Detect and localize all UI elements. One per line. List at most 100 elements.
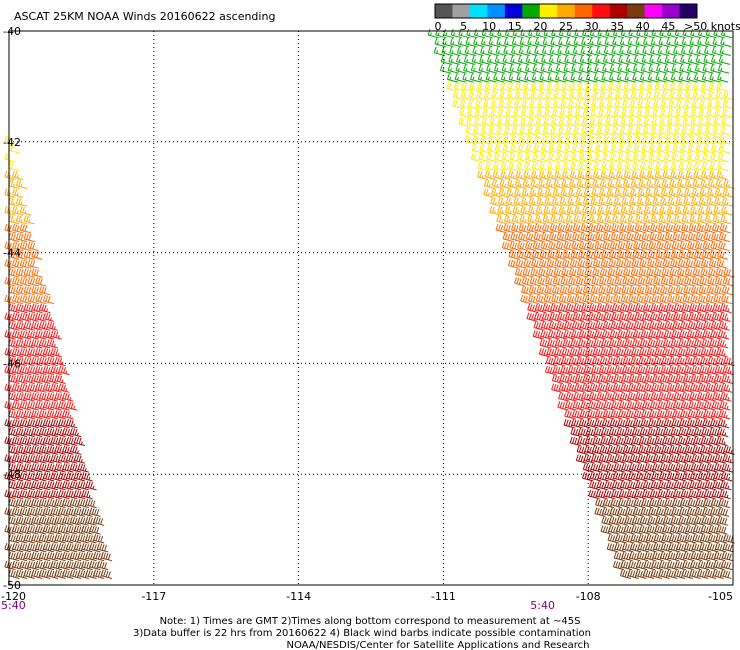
wind-barb bbox=[611, 489, 623, 500]
wind-barb bbox=[23, 498, 35, 509]
wind-barb bbox=[8, 339, 20, 349]
wind-barb bbox=[658, 569, 670, 579]
wind-barb bbox=[677, 259, 690, 269]
wind-barb bbox=[19, 472, 32, 482]
wind-barb bbox=[719, 312, 731, 322]
y-tick-labels: -40-42-44-46-48-50 bbox=[3, 25, 21, 592]
wind-barb bbox=[595, 312, 608, 322]
wind-barb bbox=[548, 232, 561, 243]
wind-barb bbox=[680, 410, 692, 420]
wind-barb bbox=[648, 418, 660, 429]
wind-barb bbox=[631, 82, 643, 92]
wind-barb bbox=[639, 170, 651, 181]
wind-barb bbox=[571, 152, 583, 163]
wind-barb bbox=[62, 410, 74, 420]
wind-barb bbox=[595, 401, 608, 411]
wind-barb bbox=[466, 117, 478, 127]
wind-barb bbox=[8, 516, 20, 526]
wind-barb bbox=[466, 28, 478, 39]
wind-barb bbox=[694, 73, 706, 83]
wind-barb bbox=[54, 534, 66, 544]
wind-barb bbox=[721, 560, 733, 571]
wind-barb bbox=[683, 374, 695, 384]
wind-barb bbox=[633, 241, 645, 251]
wind-barb bbox=[534, 37, 547, 48]
wind-barb bbox=[450, 37, 462, 48]
wind-barb bbox=[696, 401, 708, 411]
wind-barb bbox=[461, 82, 473, 92]
wind-barb bbox=[655, 161, 667, 172]
wind-barb bbox=[581, 303, 593, 314]
wind-barb bbox=[615, 268, 627, 278]
wind-barb bbox=[558, 294, 571, 305]
wind-barb bbox=[630, 534, 642, 544]
wind-barb bbox=[532, 330, 544, 340]
wind-barb bbox=[660, 551, 672, 562]
wind-barb bbox=[694, 250, 706, 260]
wind-barb bbox=[77, 480, 89, 491]
wind-barb bbox=[619, 223, 631, 234]
wind-barb bbox=[620, 472, 632, 482]
wind-barb bbox=[719, 46, 731, 56]
wind-barb bbox=[8, 268, 20, 278]
legend-tick-label: 25 bbox=[559, 20, 573, 33]
wind-barb bbox=[698, 108, 710, 118]
wind-barb bbox=[643, 472, 656, 482]
wind-barb bbox=[4, 436, 16, 446]
wind-barb bbox=[708, 259, 720, 269]
wind-barb bbox=[717, 161, 729, 172]
wind-barb bbox=[653, 99, 665, 110]
wind-barb bbox=[513, 197, 525, 207]
wind-barb bbox=[682, 294, 694, 305]
wind-barb bbox=[483, 188, 495, 198]
wind-barb bbox=[452, 99, 464, 110]
wind-barb bbox=[35, 418, 47, 429]
wind-barb bbox=[12, 542, 24, 553]
wind-barb bbox=[719, 489, 731, 500]
wind-barb bbox=[54, 463, 66, 473]
wind-barb bbox=[638, 268, 650, 278]
wind-barb bbox=[690, 551, 703, 562]
wind-barb bbox=[46, 516, 59, 526]
wind-barb bbox=[684, 542, 696, 553]
wind-barb bbox=[12, 383, 24, 393]
wind-barb bbox=[585, 259, 597, 269]
wind-barb bbox=[639, 525, 651, 535]
wind-barb bbox=[497, 28, 509, 39]
wind-barb bbox=[592, 90, 604, 101]
wind-barb bbox=[677, 179, 689, 189]
wind-barb bbox=[528, 197, 541, 207]
wind-barb bbox=[12, 223, 24, 234]
wind-barb bbox=[481, 117, 493, 127]
wind-barb bbox=[587, 410, 599, 420]
wind-barb bbox=[576, 179, 588, 189]
wind-barb bbox=[688, 135, 700, 145]
wind-barb bbox=[12, 312, 24, 322]
wind-barb bbox=[505, 108, 517, 118]
wind-barb bbox=[496, 126, 508, 136]
wind-barb bbox=[569, 347, 581, 358]
wind-barb bbox=[704, 569, 717, 579]
wind-barb bbox=[50, 507, 62, 517]
wind-barb bbox=[695, 144, 707, 154]
wind-barb bbox=[561, 347, 574, 358]
wind-barb bbox=[577, 170, 589, 181]
wind-barb bbox=[699, 277, 711, 287]
wind-barb bbox=[595, 46, 608, 56]
wind-barb bbox=[58, 507, 70, 517]
wind-barb bbox=[54, 498, 66, 509]
wind-barb bbox=[661, 90, 673, 101]
wind-barb bbox=[31, 427, 43, 438]
wind-barb bbox=[706, 108, 718, 118]
wind-barb bbox=[561, 82, 574, 92]
wind-barb bbox=[629, 285, 641, 296]
wind-barb bbox=[4, 241, 16, 251]
wind-barb bbox=[682, 28, 694, 39]
wind-barb bbox=[589, 392, 601, 402]
wind-barb bbox=[655, 516, 667, 526]
wind-barb bbox=[585, 436, 597, 446]
wind-barb bbox=[618, 232, 630, 243]
wind-barb bbox=[598, 285, 610, 296]
chart-title: ASCAT 25KM NOAA Winds 20160622 ascending bbox=[14, 10, 275, 23]
wind-barb bbox=[483, 99, 495, 110]
